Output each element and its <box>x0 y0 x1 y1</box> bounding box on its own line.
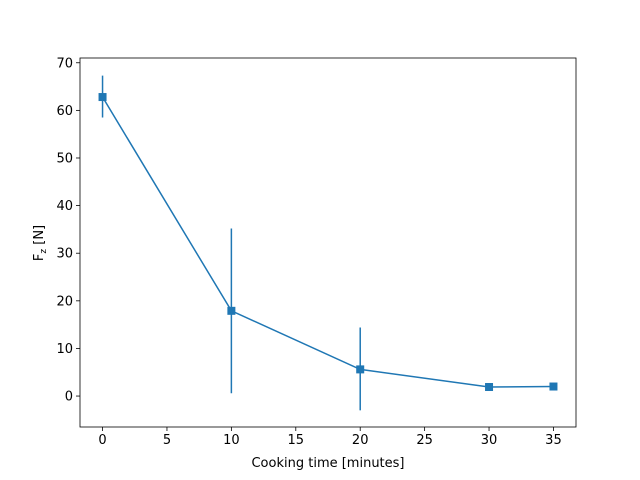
x-tick-label: 20 <box>352 433 369 448</box>
data-point <box>98 93 107 102</box>
axes-frame <box>79 57 577 428</box>
data-point <box>549 382 558 391</box>
x-tick-label: 0 <box>98 433 106 448</box>
y-axis-label: Fz [N] <box>32 225 49 261</box>
x-axis-label: Cooking time [minutes] <box>251 456 404 471</box>
y-tick-label: 60 <box>56 104 73 119</box>
data-point <box>485 383 494 392</box>
y-tick-label: 30 <box>56 247 73 262</box>
y-tick-label: 0 <box>65 390 73 405</box>
x-tick-label: 5 <box>163 433 171 448</box>
data-point <box>356 365 365 374</box>
data-point <box>227 306 236 315</box>
y-tick-label: 70 <box>56 56 73 71</box>
plot-area <box>98 75 558 411</box>
x-tick-label: 10 <box>223 433 240 448</box>
y-tick-label: 10 <box>56 342 73 357</box>
axes: 0 5 10 15 20 25 30 35 0 10 20 30 40 50 60 70 <box>56 56 577 448</box>
x-tick-label: 25 <box>416 433 433 448</box>
y-tick-label: 50 <box>56 151 73 166</box>
x-tick-label: 15 <box>288 433 305 448</box>
x-tick-label: 35 <box>545 433 562 448</box>
y-tick-label: 20 <box>56 294 73 309</box>
x-tick-label: 30 <box>481 433 498 448</box>
y-tick-label: 40 <box>56 199 73 214</box>
